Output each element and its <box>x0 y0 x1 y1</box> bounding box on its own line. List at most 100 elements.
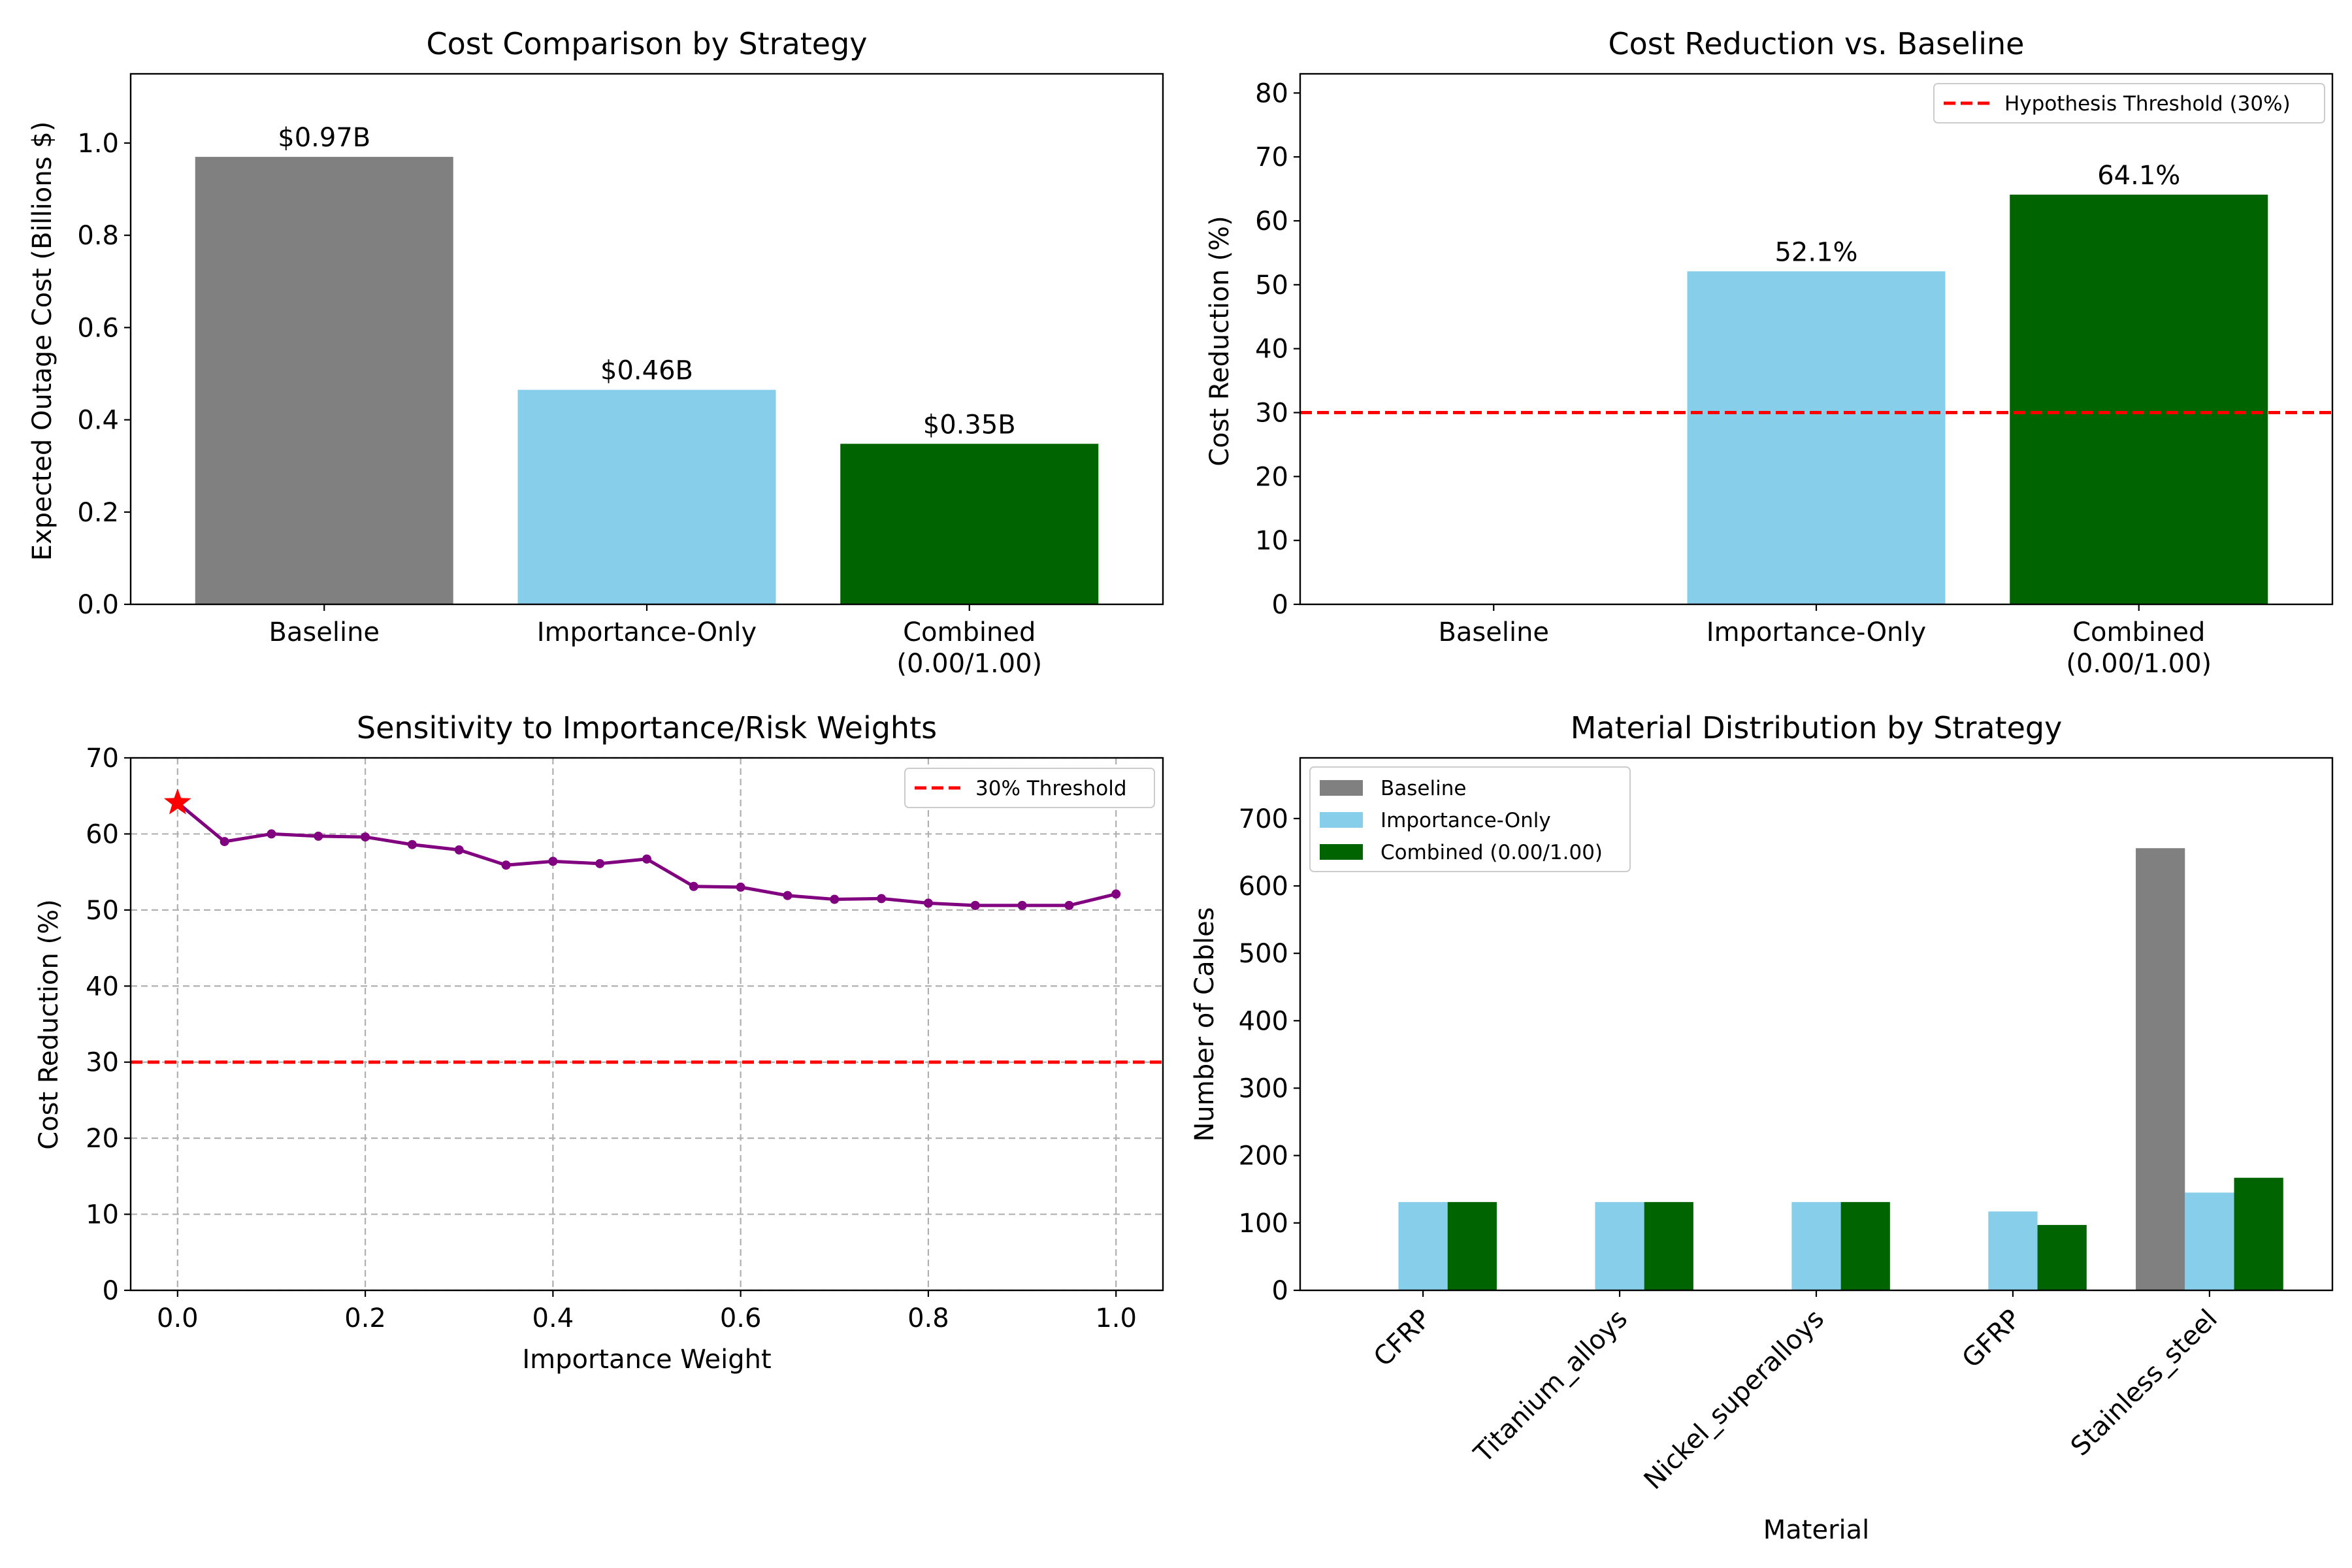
plot-frame <box>1299 757 2334 1292</box>
data-point <box>454 845 464 855</box>
plot-frame <box>129 73 1164 606</box>
bar <box>2136 848 2185 1290</box>
y-tick-label: 50 <box>86 896 119 926</box>
bar <box>2185 1192 2234 1290</box>
legend-threshold-label: Hypothesis Threshold (30%) <box>2004 92 2291 116</box>
y-tick-label: 600 <box>1239 872 1288 902</box>
data-point <box>736 882 745 892</box>
y-tick-label: 70 <box>1255 142 1288 172</box>
grouped-bars <box>1398 848 2283 1290</box>
y-tick-label: 0.8 <box>77 221 119 251</box>
data-point <box>548 857 558 866</box>
y-tick-label: 0 <box>1272 590 1288 620</box>
y-tick-label: 0 <box>103 1276 119 1306</box>
bar <box>1595 1201 1644 1290</box>
y-tick-label: 0 <box>1272 1276 1288 1306</box>
axis-ticks: 0 10 20 30 40 50 60 70 0.0 0.2 0.4 0.6 0.8 1.0 <box>86 743 1137 1333</box>
x-tick-label: (0.00/1.00) <box>896 649 1042 679</box>
y-axis-label: Cost Reduction (%) <box>34 899 64 1150</box>
legend-box <box>1309 766 1631 872</box>
axis-ticks: 0.0 0.2 0.4 0.6 0.8 1.0 Baseline Importance-Onl… <box>77 129 1042 679</box>
data-point <box>783 890 792 900</box>
axis-ticks: 0 100 200 300 400 500 600 700 CFRP Titanium_alloy… <box>1239 804 2223 1495</box>
data-point <box>1017 900 1027 910</box>
data-point <box>689 881 698 891</box>
sensitivity-chart: Sensitivity to Importance/Risk Weights C… <box>34 710 1164 1375</box>
legend-label: Combined (0.00/1.00) <box>1380 841 1603 864</box>
y-tick-label: 30 <box>1255 399 1288 429</box>
y-tick-label: 500 <box>1239 939 1288 969</box>
cost-comparison-chart: Cost Comparison by Strategy Expected Out… <box>27 26 1164 679</box>
data-point <box>595 858 605 868</box>
bar-group: $0.97B $0.46B $0.35B <box>195 123 1099 605</box>
y-tick-label: 0.2 <box>77 498 119 528</box>
data-point <box>267 829 276 839</box>
x-tick-label: Nickel_superalloys <box>1639 1304 1830 1495</box>
bar <box>517 389 776 604</box>
y-tick-label: 10 <box>86 1200 119 1230</box>
data-point <box>877 894 887 904</box>
data-point <box>501 860 511 870</box>
legend-box <box>904 768 1155 808</box>
series-line <box>176 801 1117 907</box>
x-tick-label: 0.8 <box>907 1303 949 1333</box>
legend-label: Importance-Only <box>1380 809 1551 832</box>
y-tick-label: 0.0 <box>77 590 119 620</box>
x-tick-label: 0.0 <box>157 1303 199 1333</box>
legend: 30% Threshold <box>904 768 1155 808</box>
bar <box>840 444 1099 604</box>
bar-group: 52.1% 64.1% <box>1687 161 2268 604</box>
y-tick-label: 200 <box>1239 1141 1288 1171</box>
data-point <box>1064 900 1074 910</box>
y-axis-label: Expected Outage Cost (Billions $) <box>27 122 57 561</box>
data-point <box>314 831 323 841</box>
legend-swatch <box>1320 812 1363 828</box>
y-tick-label: 700 <box>1239 804 1288 834</box>
y-tick-label: 30 <box>86 1048 119 1078</box>
bar-value-label: $0.46B <box>600 356 693 386</box>
x-tick-label: Importance-Only <box>1707 617 1926 647</box>
y-tick-label: 10 <box>1255 526 1288 556</box>
y-tick-label: 40 <box>86 972 119 1002</box>
y-axis-label: Cost Reduction (%) <box>1205 216 1235 466</box>
bar <box>1398 1201 1448 1290</box>
bar-value-label: 52.1% <box>1774 237 1857 267</box>
line-series <box>163 788 1121 910</box>
y-tick-label: 300 <box>1239 1074 1288 1104</box>
best-point-star <box>163 788 191 815</box>
x-tick-label: 0.6 <box>720 1303 762 1333</box>
bar <box>1840 1201 1890 1290</box>
y-tick-label: 70 <box>86 743 119 774</box>
bar <box>1791 1201 1841 1290</box>
data-point <box>642 854 651 864</box>
data-point <box>361 832 370 842</box>
y-tick-label: 100 <box>1239 1209 1288 1239</box>
y-tick-label: 60 <box>1255 206 1288 237</box>
bar <box>1687 271 1946 604</box>
y-tick-label: 0.4 <box>77 406 119 436</box>
x-tick-label: Importance-Only <box>537 617 757 647</box>
bar <box>1988 1211 2038 1290</box>
bar <box>195 157 453 605</box>
data-point <box>970 900 980 910</box>
y-axis-label: Number of Cables <box>1190 907 1220 1141</box>
data-point <box>407 840 417 849</box>
chart-title: Sensitivity to Importance/Risk Weights <box>357 710 937 745</box>
bar-value-label: $0.97B <box>278 123 370 153</box>
axis-ticks: 0 10 20 30 40 50 60 70 80 Baseline Importance-Only… <box>1255 78 2212 679</box>
cost-reduction-chart: Cost Reduction vs. Baseline Cost Reducti… <box>1205 26 2334 679</box>
legend: Hypothesis Threshold (30%) <box>1933 83 2325 123</box>
bar <box>1644 1201 1693 1290</box>
bar-value-label: 64.1% <box>2097 161 2180 191</box>
y-tick-label: 40 <box>1255 335 1288 365</box>
y-tick-label: 60 <box>86 819 119 849</box>
data-point <box>1111 889 1121 899</box>
x-tick-label: Titanium_alloys <box>1468 1304 1633 1469</box>
x-tick-label: (0.00/1.00) <box>2066 649 2212 679</box>
x-tick-label: Stainless_steel <box>2065 1304 2223 1462</box>
legend-swatch <box>1320 844 1363 860</box>
data-point <box>923 898 933 908</box>
material-distribution-chart: Material Distribution by Strategy Number… <box>1190 710 2334 1545</box>
x-axis-label: Material <box>1763 1515 1870 1545</box>
